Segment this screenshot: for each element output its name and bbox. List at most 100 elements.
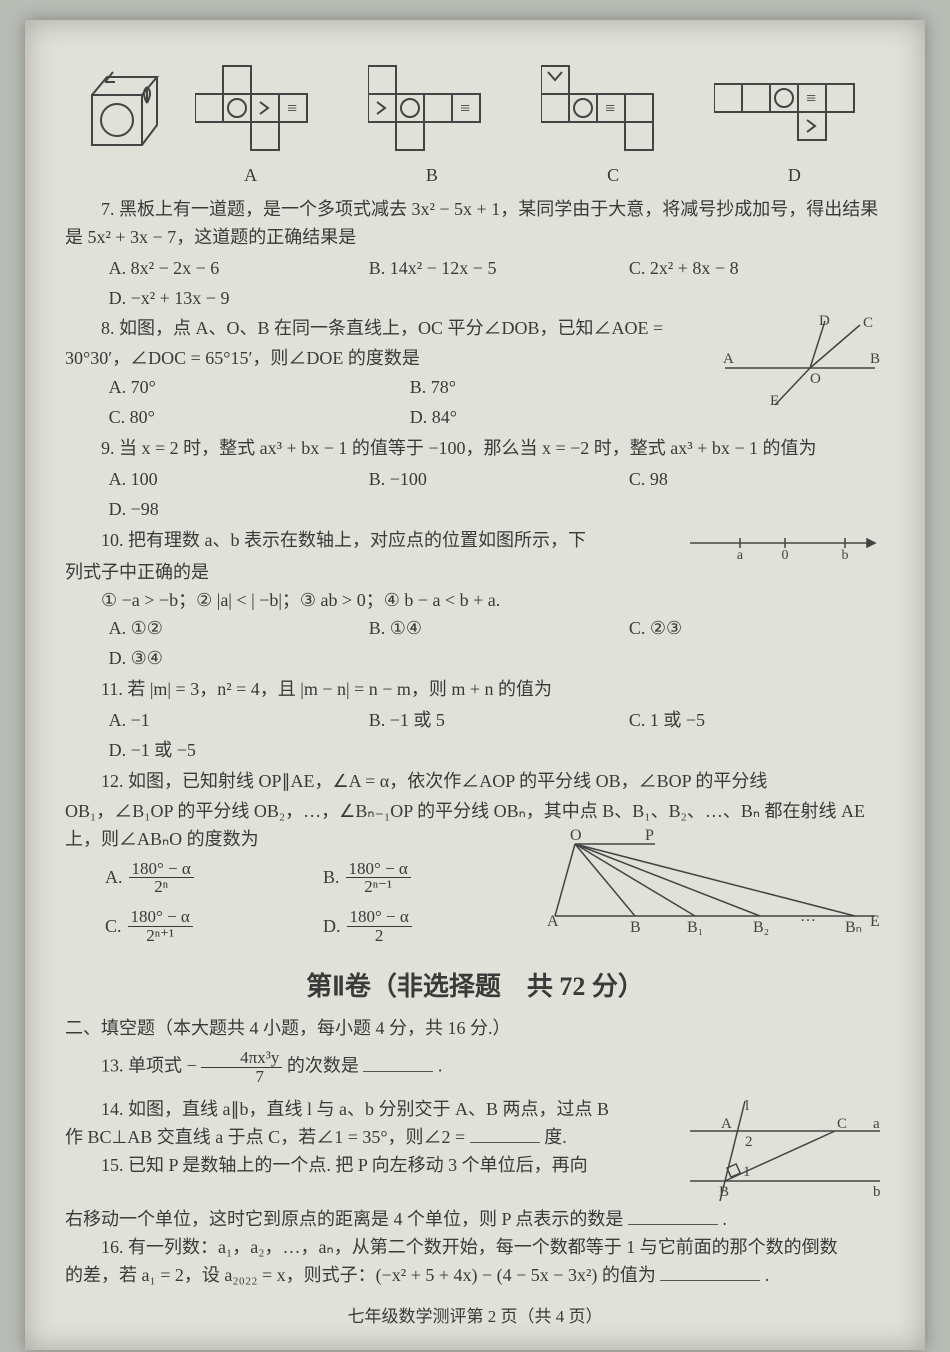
net-b-icon: ≡	[368, 60, 518, 160]
q8-opt-d: D. 84°	[406, 403, 707, 433]
q8-opt-c: C. 80°	[105, 403, 406, 433]
q13-blank	[363, 1054, 433, 1072]
q14-line2-wrap: 作 BC⊥AB 交直线 a 于点 C，若∠1 = 35°，则∠2 = 度.	[65, 1124, 677, 1152]
q11-options: A. −1 B. −1 或 5 C. 1 或 −5 D. −1 或 −5	[105, 706, 885, 766]
q10-numberline: a 0 b	[685, 525, 885, 559]
q7-opt-c: C. 2x² + 8x − 8	[625, 254, 885, 284]
q10-line1: 10. 把有理数 a、b 表示在数轴上，对应点的位置如图所示，下	[65, 527, 677, 555]
q15-end: .	[722, 1209, 727, 1229]
q12-row: 上，则∠ABₙO 的度数为 A. 180° − α2ⁿ B. 180° − α2…	[65, 826, 885, 951]
q12-c-num: 180° − α	[128, 908, 193, 927]
q9-options: A. 100 B. −100 C. 98 D. −98	[105, 465, 885, 525]
q14-fig-l: l	[745, 1098, 749, 1114]
q8-block: 8. 如图，点 A、O、B 在同一条直线上，OC 平分∠DOB，已知∠AOE =…	[65, 313, 885, 433]
net-labels-row: A B C D	[65, 162, 885, 190]
q10-fig-0: 0	[782, 548, 789, 559]
q14-fig-A: A	[721, 1116, 732, 1132]
q12-a-num: 180° − α	[129, 860, 194, 879]
section2-sub: 二、填空题（本大题共 4 小题，每小题 4 分，共 16 分.）	[65, 1015, 885, 1043]
net-label-a: A	[160, 162, 341, 190]
net-label-c: C	[523, 162, 704, 190]
q12-a-den: 2ⁿ	[129, 878, 194, 896]
q14-fig-C: C	[837, 1116, 847, 1132]
q7-opt-b: B. 14x² − 12x − 5	[365, 254, 625, 284]
q16-line2-wrap: 的差，若 a₁ = 2，设 a₂₀₂₂ = x，则式子：(−x² + 5 + 4…	[65, 1262, 885, 1290]
q10-line2: 列式子中正确的是	[65, 559, 885, 587]
q12-line2: OB₁，∠B₁OP 的平分线 OB₂，…，∠Bₙ₋₁OP 的平分线 OBₙ，其中…	[65, 798, 885, 826]
q12-fig-o: O	[570, 827, 582, 844]
q7-text: 7. 黑板上有一道题，是一个多项式减去 3x² − 5x + 1，某同学由于大意…	[65, 196, 885, 252]
q12-fig-a: A	[547, 913, 559, 930]
q10-statements: ① −a > −b；② |a| < | −b|；③ ab > 0；④ b − a…	[65, 587, 885, 615]
q13-num: 4πx³y	[201, 1049, 282, 1068]
q9-opt-b: B. −100	[365, 465, 625, 495]
q12-opt-b: B. 180° − α2ⁿ⁻¹	[319, 854, 537, 903]
net-a-icon: ≡	[195, 60, 345, 160]
page-footer: 七年级数学测评第 2 页（共 4 页）	[65, 1304, 885, 1330]
net-label-d: D	[704, 162, 885, 190]
q12-b-den: 2ⁿ⁻¹	[346, 878, 411, 896]
q7-options: A. 8x² − 2x − 6 B. 14x² − 12x − 5 C. 2x²…	[105, 254, 885, 314]
q8-opt-a: A. 70°	[105, 373, 406, 403]
q11-opt-c: C. 1 或 −5	[625, 706, 885, 736]
q12-fig-b: B	[630, 919, 641, 936]
q15-line2-wrap: 右移动一个单位，这时它到原点的距离是 4 个单位，则 P 点表示的数是 .	[65, 1206, 885, 1234]
q7-opt-d: D. −x² + 13x − 9	[105, 284, 885, 314]
q14-unit: 度.	[544, 1127, 567, 1147]
q12-d-den: 2	[347, 927, 412, 945]
q8-line2: 30°30′，∠DOC = 65°15′，则∠DOE 的度数是	[65, 345, 707, 373]
q16-line1: 16. 有一列数：a₁，a₂，…，aₙ，从第二个数开始，每一个数都等于 1 与它…	[65, 1234, 885, 1262]
q12-fig-e: E	[870, 913, 880, 930]
q8-opt-b: B. 78°	[406, 373, 707, 403]
q15-blank	[628, 1207, 718, 1225]
net-label-b: B	[341, 162, 522, 190]
q8-figure: A B C D E O	[715, 313, 885, 408]
q12-line3: 上，则∠ABₙO 的度数为	[65, 826, 537, 854]
q8-fig-d: D	[819, 313, 830, 329]
q12-d-num: 180° − α	[347, 908, 412, 927]
q10-opt-b: B. ①④	[365, 614, 625, 644]
q12-opt-c: C. 180° − α2ⁿ⁺¹	[101, 902, 319, 951]
q13-end: .	[438, 1056, 443, 1076]
q12-options: A. 180° − α2ⁿ B. 180° − α2ⁿ⁻¹ C. 180° − …	[101, 854, 537, 951]
q8-fig-c: C	[863, 315, 873, 331]
net-c-icon: ≡	[541, 60, 691, 160]
q9-opt-d: D. −98	[105, 495, 885, 525]
q12-figure: O P A E B B₁ B₂ … Bₙ	[545, 826, 885, 946]
q14-fig-B: B	[719, 1184, 729, 1200]
q12-fig-p: P	[645, 827, 654, 844]
q9-opt-a: A. 100	[105, 465, 365, 495]
q12-b-pre: B.	[323, 864, 340, 892]
q12-c-den: 2ⁿ⁺¹	[128, 927, 193, 945]
q14-fig-b-line: b	[873, 1184, 881, 1200]
q12-line1: 12. 如图，已知射线 OP∥AE，∠A = α，依次作∠AOP 的平分线 OB…	[65, 768, 885, 796]
q11-opt-d: D. −1 或 −5	[105, 736, 885, 766]
q13-post: 的次数是	[287, 1056, 359, 1076]
q12-b-num: 180° − α	[346, 860, 411, 879]
net-d-icon: ≡	[714, 50, 874, 160]
q10-fig-a: a	[737, 548, 744, 559]
q9-text: 9. 当 x = 2 时，整式 ax³ + bx − 1 的值等于 −100，那…	[65, 435, 885, 463]
q14-q15-block: 14. 如图，直线 a∥b，直线 l 与 a、b 分别交于 A、B 两点，过点 …	[65, 1096, 885, 1206]
svg-text:≡: ≡	[287, 98, 297, 118]
cube-net-figures: ≡ ≡	[65, 50, 885, 160]
q8-fig-a: A	[723, 351, 734, 367]
q12-fig-dots: …	[800, 908, 816, 925]
q12-opt-a: A. 180° − α2ⁿ	[101, 854, 319, 903]
svg-text:≡: ≡	[460, 98, 470, 118]
q14-blank	[470, 1125, 540, 1143]
q14-figure: l a b A B C 1 2	[685, 1096, 885, 1206]
q14-fig-ang2: 2	[745, 1134, 753, 1150]
q15-line2: 右移动一个单位，这时它到原点的距离是 4 个单位，则 P 点表示的数是	[65, 1209, 623, 1229]
q10-fig-b: b	[842, 548, 849, 559]
q8-options: A. 70° B. 78° C. 80° D. 84°	[105, 373, 707, 433]
q9-opt-c: C. 98	[625, 465, 885, 495]
svg-text:≡: ≡	[605, 98, 615, 118]
q14-line2: 作 BC⊥AB 交直线 a 于点 C，若∠1 = 35°，则∠2 =	[65, 1127, 465, 1147]
q14-line1: 14. 如图，直线 a∥b，直线 l 与 a、b 分别交于 A、B 两点，过点 …	[65, 1096, 677, 1124]
q12-fig-bn: Bₙ	[845, 919, 862, 936]
q16-end: .	[765, 1265, 770, 1285]
q11-opt-b: B. −1 或 5	[365, 706, 625, 736]
q8-line1: 8. 如图，点 A、O、B 在同一条直线上，OC 平分∠DOB，已知∠AOE =	[65, 315, 707, 343]
q10-opt-d: D. ③④	[105, 644, 885, 674]
